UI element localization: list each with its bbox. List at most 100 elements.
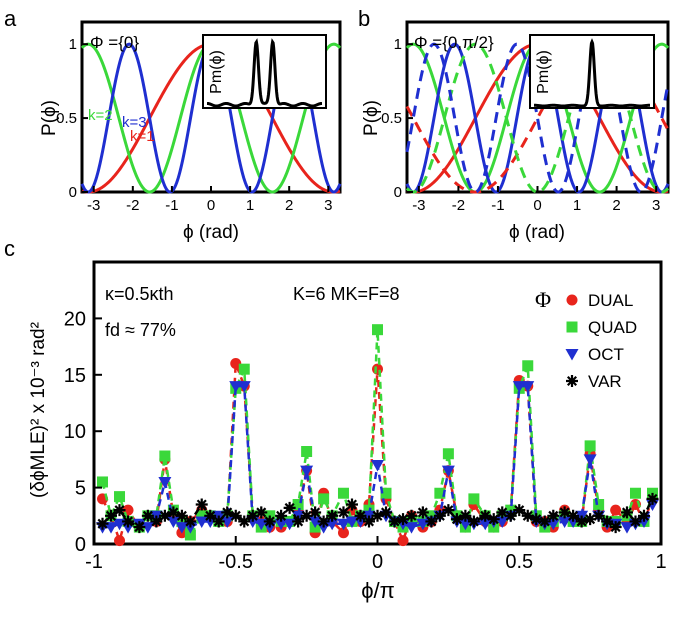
point-var [371, 509, 384, 522]
panel-a-inset-frame [202, 34, 327, 109]
point-var [567, 509, 580, 522]
point-oct [336, 518, 350, 531]
panel-b-xtick-label: 3 [652, 197, 660, 214]
point-dual [610, 504, 622, 516]
legend-marker-quad [566, 321, 578, 333]
panel-b-inset-ylabel: Pm(ϕ) [535, 50, 552, 94]
point-var [637, 509, 650, 522]
point-var [629, 515, 642, 528]
panel-b-xtick-label: -3 [412, 197, 425, 214]
panel-c-kappa-annotation: κ=0.5κth [105, 284, 174, 304]
point-oct [220, 516, 234, 528]
point-var [450, 513, 463, 526]
point-var [584, 513, 597, 526]
point-quad [442, 448, 454, 460]
point-dual [230, 358, 242, 370]
point-oct [195, 516, 209, 528]
point-quad [593, 499, 605, 511]
panel-c-frame [92, 260, 663, 546]
point-var [504, 509, 517, 522]
series-var [96, 492, 659, 534]
point-var [133, 521, 146, 534]
point-quad [301, 446, 313, 458]
point-var [263, 515, 276, 528]
point-quad [468, 493, 480, 505]
point-var [620, 506, 633, 519]
panel-b-xtick-label: -1 [491, 197, 504, 214]
panel-a-ylabel: P(ϕ) [39, 100, 60, 136]
legend-label-dual: DUAL [588, 291, 633, 310]
point-var [521, 509, 534, 522]
panel-b-ytick-label: 0 [394, 184, 402, 201]
point-var [558, 506, 571, 519]
point-dual [337, 527, 349, 539]
point-quad [318, 493, 330, 505]
panel-a-xlabel: ϕ (rad) [183, 222, 239, 243]
panel-b-inset-curve [533, 38, 651, 108]
panel-c-km-annotation: K=6 MK=F=8 [293, 284, 400, 304]
panel-a-inset-ylabel: Pm(ϕ) [208, 50, 225, 94]
point-oct [345, 516, 359, 528]
point-var [496, 506, 509, 519]
panel-a-inset-curve [206, 38, 323, 108]
panel-a-xtick-label: -1 [165, 197, 178, 214]
panel-b-xlabel: ϕ (rad) [509, 222, 565, 243]
point-oct [175, 522, 189, 534]
point-var [433, 509, 446, 522]
point-oct [558, 516, 572, 528]
panel-b-xtick-label: -2 [452, 197, 465, 214]
point-var [467, 515, 480, 528]
point-dual [114, 535, 126, 547]
panel-a-ytick-label: 1 [69, 36, 77, 53]
point-var [292, 515, 305, 528]
series-line-quad [101, 329, 654, 538]
panel-a-xtick-label: 2 [285, 197, 293, 214]
point-quad [114, 491, 126, 503]
point-var [122, 515, 135, 528]
legend-title: Φ [535, 287, 551, 312]
panel-c: c -1 -0.5 0 0.5 1 0 5 10 15 20 κ=0.5κth fd ≈ 77%… [4, 236, 667, 603]
point-var [246, 509, 259, 522]
point-var [158, 509, 171, 522]
point-quad [584, 440, 596, 452]
panel-a-label-k2: k=2 [88, 107, 113, 124]
point-var [204, 509, 217, 522]
point-var [326, 509, 339, 522]
point-var [275, 509, 288, 522]
panel-c-xtick-label: 1 [655, 551, 666, 573]
point-var [300, 509, 313, 522]
point-var [150, 515, 163, 528]
point-oct [166, 516, 180, 528]
point-quad [337, 487, 349, 499]
panel-a-xtick-label: 1 [246, 197, 254, 214]
panel-c-xtick-label: -0.5 [219, 551, 253, 573]
panel-a-annotation: Φ ={0} [90, 33, 139, 52]
panel-b-xtick-label: 2 [612, 197, 620, 214]
panel-c-xtick-label: 0 [372, 551, 383, 573]
point-var [105, 509, 118, 522]
point-var [405, 509, 418, 522]
point-var [363, 515, 375, 528]
point-var [96, 517, 109, 530]
point-var [547, 509, 560, 522]
point-var [601, 515, 614, 528]
point-var [113, 504, 126, 517]
point-quad [196, 510, 208, 522]
point-var [195, 498, 208, 511]
panel-c-xtick-label: 0.5 [505, 551, 533, 573]
point-var [238, 515, 251, 528]
panel-c-ylabel: (δϕMLE)² x 10⁻³ rad² [28, 322, 49, 498]
panel-b-curve-k-3-2- [405, 42, 670, 194]
panel-c-ytick-label: 0 [75, 534, 86, 556]
panel-b-ytick-label: 0.5 [381, 110, 402, 127]
panel-a: a -3 -2 -1 0 1 2 3 00.51 Φ ={0} ϕ (rad) P(ϕ) k… [4, 6, 342, 243]
point-var [530, 513, 543, 526]
panel-b-annotation: Φ ={0,π/2} [414, 33, 494, 52]
point-var [354, 509, 367, 522]
panel-c-ytick-label: 20 [64, 308, 86, 330]
panel-c-y-ticks: 0 5 10 15 20 [64, 308, 102, 556]
panel-c-series [96, 324, 659, 547]
legend-label-quad: QUAD [588, 318, 637, 337]
point-var [167, 506, 180, 519]
